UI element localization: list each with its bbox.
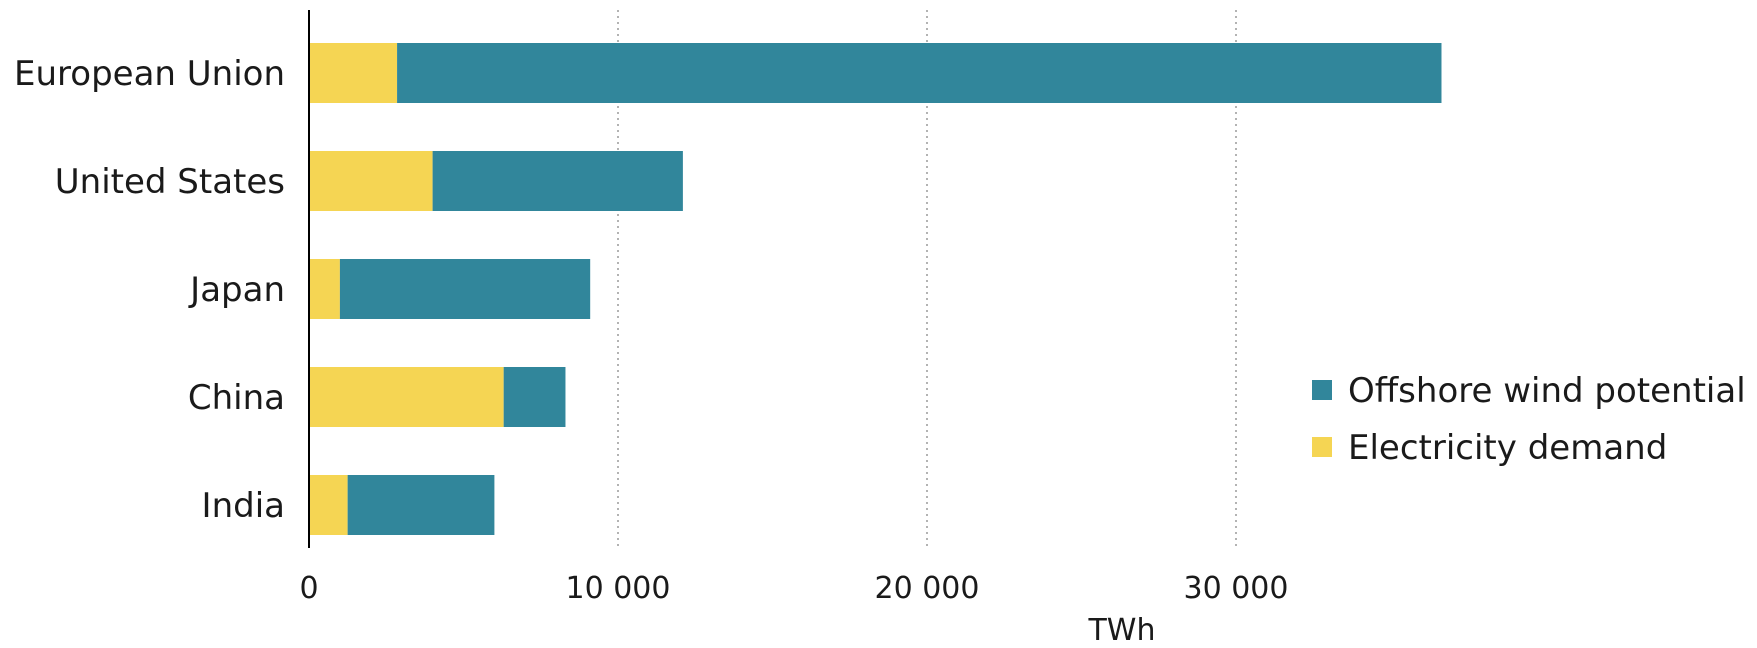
bar-china-electricity-demand <box>309 367 504 427</box>
legend-label-offshore-wind-potential: Offshore wind potential <box>1348 371 1746 411</box>
x-tick-label-2: 20 000 <box>875 571 980 606</box>
bar-japan-electricity-demand <box>309 259 340 319</box>
legend-swatch-offshore-wind-potential <box>1312 380 1332 400</box>
x-tick-label-0: 0 <box>299 571 318 606</box>
bars <box>309 43 1442 535</box>
legend-label-electricity-demand: Electricity demand <box>1348 428 1667 468</box>
category-label-european-union: European Union <box>14 54 285 94</box>
x-tick-label-1: 10 000 <box>566 571 671 606</box>
bar-japan-offshore-wind-potential <box>339 259 591 319</box>
category-label-china: China <box>188 378 285 418</box>
legend-swatch-electricity-demand <box>1312 437 1332 457</box>
category-label-india: India <box>202 486 285 526</box>
bar-india-electricity-demand <box>309 475 348 535</box>
x-tick-labels: 0 10 000 20 000 30 000 <box>299 571 1288 606</box>
bar-india-offshore-wind-potential <box>347 475 495 535</box>
category-labels: European Union United States Japan China Ind… <box>14 54 285 526</box>
bar-united-states-offshore-wind-potential <box>432 151 683 211</box>
bar-china-offshore-wind-potential <box>503 367 566 427</box>
category-label-united-states: United States <box>55 162 285 202</box>
category-label-japan: Japan <box>188 270 285 310</box>
x-tick-label-3: 30 000 <box>1184 571 1289 606</box>
bar-european-union-electricity-demand <box>309 43 398 103</box>
bar-european-union-offshore-wind-potential <box>397 43 1442 103</box>
legend: Offshore wind potential Electricity deman… <box>1312 371 1746 468</box>
x-axis-title: TWh <box>1087 613 1155 648</box>
bar-united-states-electricity-demand <box>309 151 433 211</box>
